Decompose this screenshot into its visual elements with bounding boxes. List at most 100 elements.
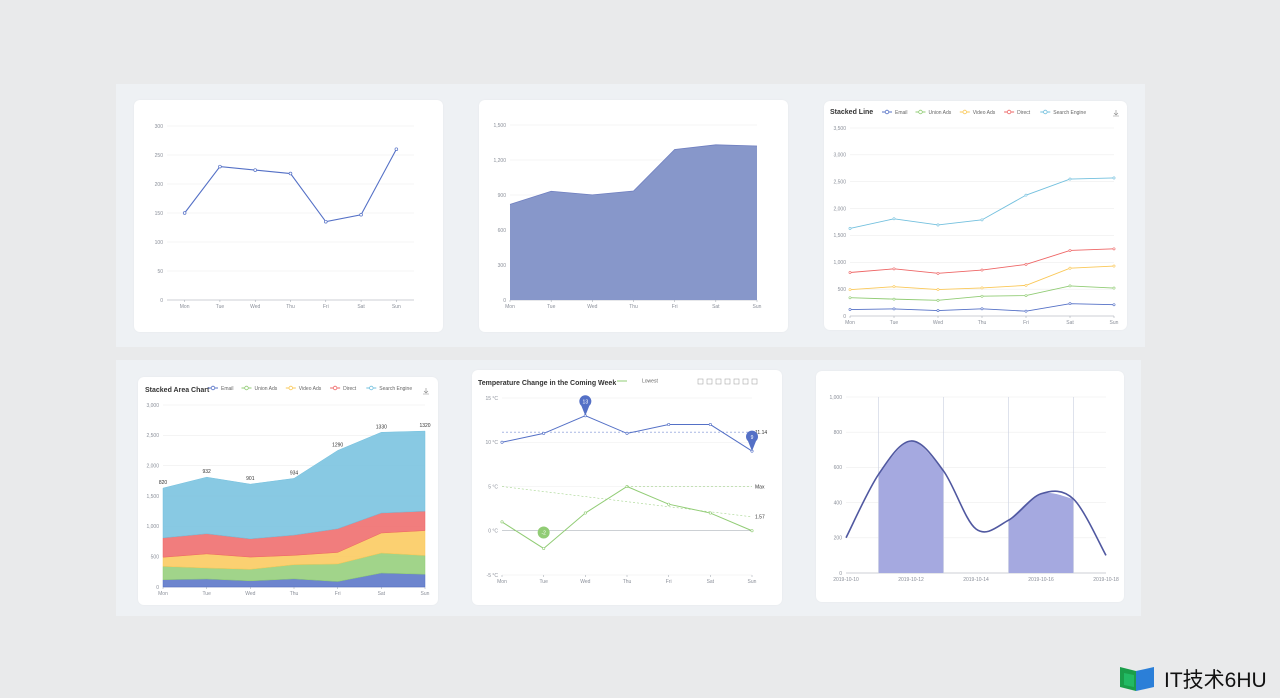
x-tick-label: Fri — [1023, 320, 1029, 326]
piece-area — [878, 440, 944, 573]
y-tick-label: 0 — [843, 314, 846, 320]
stacked-line-legend-label: Direct — [1017, 110, 1031, 116]
y-tick-label: 300 — [155, 124, 164, 130]
data-label: 901 — [246, 476, 255, 482]
x-tick-label: Thu — [623, 579, 632, 585]
download-icon — [1113, 110, 1119, 117]
x-tick-label: Wed — [587, 304, 597, 310]
chart-stacked-area: Stacked Area Chart Email Union Ads Video Ad… — [145, 385, 431, 597]
x-tick-label: Fri — [666, 579, 672, 585]
data-point — [1024, 263, 1028, 266]
x-tick-label: Mon — [158, 591, 168, 597]
data-point — [980, 218, 984, 222]
x-tick-label: 2019-10-18 — [1093, 577, 1119, 583]
data-point — [936, 271, 940, 275]
y-tick-label: 10 °C — [485, 440, 498, 446]
stacked-area-legend-label: Email — [221, 386, 234, 392]
data-point — [253, 168, 257, 172]
data-point — [1024, 309, 1028, 313]
data-point — [980, 307, 984, 311]
x-tick-label: Mon — [505, 304, 515, 310]
stacked-line-legend-label: Search Engine — [1053, 110, 1086, 116]
data-point — [359, 212, 363, 217]
y-tick-label: 900 — [498, 193, 507, 199]
stacked-area-legend-dot — [332, 385, 338, 391]
y-tick-label: 1,000 — [829, 395, 842, 401]
markline-label: 11.14 — [755, 430, 767, 436]
x-tick-label: Wed — [933, 320, 943, 326]
data-point — [936, 288, 940, 291]
data-label: 820 — [159, 480, 168, 486]
x-tick-label: Sun — [753, 304, 762, 310]
area-band — [162, 430, 426, 540]
chart-card-area: 0 300 600 900 1,200 1,500 Mon Tue Wed Thu Fri Sat Su… — [479, 100, 788, 332]
data-point — [218, 164, 222, 169]
chart-title: Temperature Change in the Coming Week — [478, 380, 616, 387]
chart-card-smooth-pieces: 0 200 400 600 800 1,000 2019-10-10 2019-10-12 20… — [816, 371, 1124, 602]
data-point — [848, 296, 852, 300]
book-logo-icon — [1118, 665, 1158, 693]
data-point — [288, 171, 293, 176]
bar-type-icon — [733, 378, 740, 385]
x-tick-label: Tue — [216, 304, 225, 310]
x-tick-label: Thu — [290, 591, 299, 597]
data-point — [980, 294, 984, 298]
y-tick-label: 1,500 — [833, 233, 846, 239]
x-tick-label: Sat — [357, 304, 365, 310]
y-tick-label: 250 — [155, 153, 164, 159]
x-tick-label: Sun — [392, 304, 401, 310]
data-point — [892, 285, 896, 289]
chart-card-temperature: Temperature Change in the Coming Week Low… — [472, 370, 782, 605]
data-label: 1320 — [419, 423, 430, 429]
data-label: 934 — [290, 470, 299, 476]
data-point — [583, 511, 587, 515]
y-tick-label: 2,000 — [146, 463, 159, 469]
y-tick-label: 300 — [498, 263, 507, 269]
data-point — [848, 271, 852, 274]
y-tick-label: 600 — [834, 465, 843, 471]
data-point — [848, 288, 852, 292]
data-point — [848, 308, 852, 311]
data-point — [1024, 294, 1028, 297]
x-tick-label: Sat — [378, 591, 386, 597]
marker-label: 13 — [583, 400, 589, 406]
x-tick-label: Mon — [180, 304, 190, 310]
data-point — [1024, 193, 1028, 197]
y-tick-label: 1,000 — [146, 524, 159, 530]
data-point — [1068, 266, 1072, 270]
y-tick-label: 2,500 — [833, 180, 846, 186]
area-line — [509, 144, 758, 205]
data-point — [708, 423, 712, 427]
chart-smooth-pieces: 0 200 400 600 800 1,000 2019-10-10 2019-10-12 20… — [829, 395, 1119, 583]
stacked-line-legend-dot — [962, 109, 967, 115]
x-tick-label: Wed — [250, 304, 260, 310]
watermark-text: IT技术6HU — [1164, 669, 1267, 692]
stacked-line-legend-label: Union Ads — [929, 110, 952, 116]
y-tick-label: 2,500 — [146, 433, 159, 439]
y-tick-label: 200 — [834, 536, 843, 542]
y-tick-label: 0 — [156, 585, 159, 591]
zoom-reset-icon — [706, 378, 713, 385]
x-tick-label: Tue — [890, 320, 899, 326]
x-tick-label: Mon — [497, 579, 507, 585]
piece-area — [1008, 492, 1074, 573]
data-point — [324, 219, 328, 224]
y-tick-label: 1,200 — [493, 158, 506, 164]
x-tick-label: Wed — [245, 591, 255, 597]
data-point — [980, 286, 984, 290]
y-tick-label: 0 °C — [488, 529, 498, 535]
data-view-icon — [715, 378, 722, 385]
chart-card-stacked-line: Stacked Line Email Union Ads Video Ads Direc… — [824, 101, 1127, 330]
area-fill — [510, 144, 757, 300]
x-tick-label: Fri — [672, 304, 678, 310]
y-tick-label: 500 — [151, 554, 160, 560]
x-tick-label: Thu — [629, 304, 638, 310]
data-point — [892, 217, 896, 221]
data-point — [1024, 283, 1028, 287]
data-label: 1290 — [332, 443, 343, 449]
stacked-area-legend-dot — [288, 385, 293, 391]
y-tick-label: 400 — [834, 500, 843, 506]
data-label: 932 — [202, 469, 211, 475]
data-point — [936, 223, 940, 227]
y-tick-label: 2,000 — [833, 206, 846, 212]
